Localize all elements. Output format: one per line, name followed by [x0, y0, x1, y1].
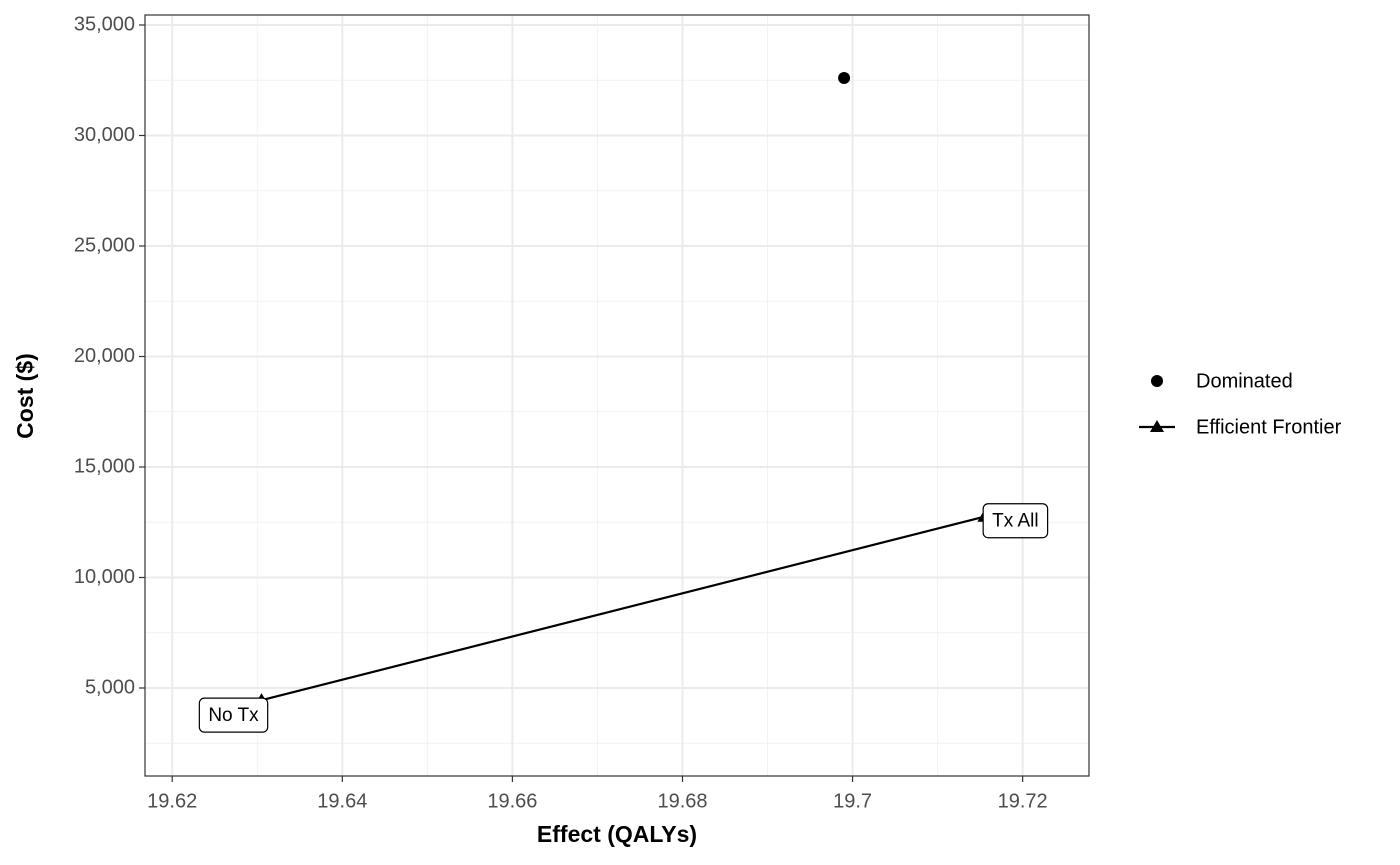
x-tick-label: 19.7 [833, 790, 872, 812]
frontier-line [261, 515, 985, 702]
x-axis-title: Effect (QALYs) [537, 821, 697, 847]
legend-symbol [1150, 420, 1164, 432]
y-axis-title: Cost ($) [12, 353, 38, 439]
point-label: No Tx [198, 697, 269, 733]
y-tick-label: 30,000 [74, 124, 135, 146]
point-label: Tx All [982, 503, 1049, 539]
point [838, 72, 851, 85]
x-tick-label: 19.64 [317, 790, 367, 812]
x-tick-label: 19.68 [657, 790, 707, 812]
label-box [982, 503, 1049, 539]
y-tick-label: 10,000 [74, 566, 135, 588]
legend-label: Efficient Frontier [1196, 416, 1342, 438]
x-tick-label: 19.66 [487, 790, 537, 812]
y-tick-label: 25,000 [74, 234, 135, 256]
y-tick-label: 20,000 [74, 345, 135, 367]
y-tick-label: 5,000 [85, 676, 135, 698]
y-tick-label: 35,000 [74, 13, 135, 35]
x-tick-label: 19.72 [998, 790, 1048, 812]
panel-border [144, 14, 1090, 777]
label-box [198, 697, 269, 733]
label-text: No Tx [208, 705, 259, 726]
x-tick-label: 19.62 [147, 790, 197, 812]
legend-symbol [1151, 375, 1163, 387]
y-tick-label: 15,000 [74, 455, 135, 477]
label-text: Tx All [992, 511, 1038, 532]
legend-label: Dominated [1196, 370, 1293, 392]
